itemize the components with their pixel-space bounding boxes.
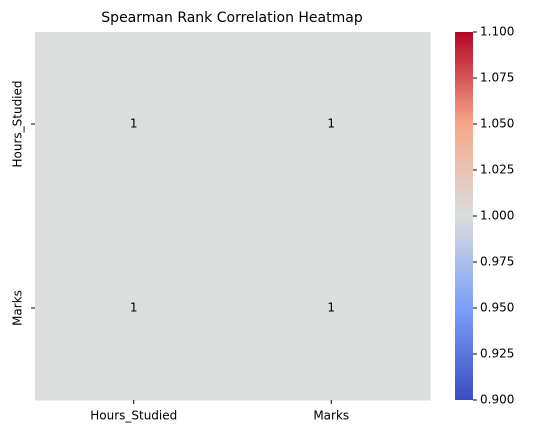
colorbar-tick-label: 0.900 xyxy=(480,393,514,407)
heatmap-cell xyxy=(232,32,431,217)
colorbar-tick-label: 0.950 xyxy=(480,301,514,315)
heatmap-cell xyxy=(35,216,233,401)
colorbar-tick-label: 0.925 xyxy=(480,347,514,361)
colorbar-tick-label: 1.075 xyxy=(480,71,514,85)
heatmap-cell xyxy=(35,32,233,217)
colorbar-tick-label: 1.000 xyxy=(480,209,514,223)
x-tick-label: Hours_Studied xyxy=(90,409,177,423)
cell-annotation: 1 xyxy=(327,117,335,131)
heatmap-cell xyxy=(232,216,431,401)
colorbar-tick-label: 1.100 xyxy=(480,25,514,39)
colorbar-tick-label: 1.050 xyxy=(480,117,514,131)
cell-annotation: 1 xyxy=(130,117,138,131)
colorbar-tick-label: 1.025 xyxy=(480,163,514,177)
y-tick-label: Hours_Studied xyxy=(11,80,25,167)
cell-annotation: 1 xyxy=(130,301,138,315)
y-tick-label: Marks xyxy=(11,290,25,326)
cell-annotation: 1 xyxy=(327,301,335,315)
chart-title: Spearman Rank Correlation Heatmap xyxy=(101,10,363,26)
colorbar-tick-label: 0.975 xyxy=(480,255,514,269)
x-tick-label: Marks xyxy=(313,409,349,423)
colorbar xyxy=(455,32,473,400)
